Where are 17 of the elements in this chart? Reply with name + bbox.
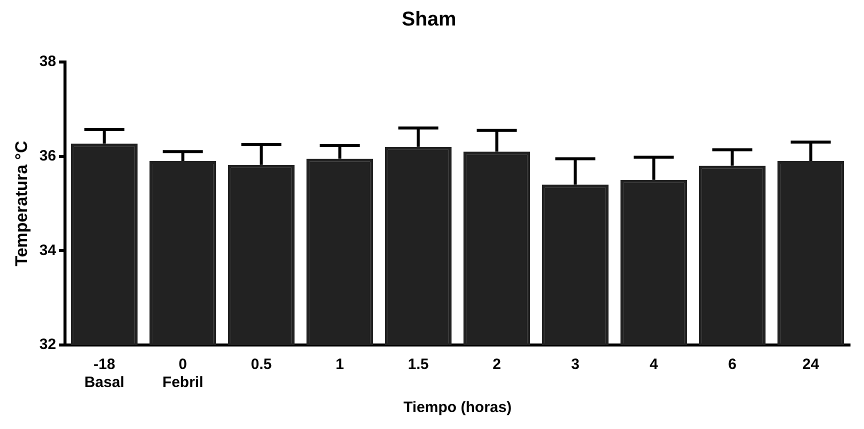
x-tick-label: 1 xyxy=(336,356,344,374)
chart-title: Sham xyxy=(402,8,456,31)
x-tick-label: 1.5 xyxy=(408,356,429,374)
x-tick-label: 2 xyxy=(492,356,501,374)
y-tick-label: 36 xyxy=(39,147,56,164)
x-tick-label: 3 xyxy=(571,356,580,374)
x-tick-label: 24 xyxy=(802,356,820,374)
y-axis-title: Temperatura °C xyxy=(12,140,31,266)
y-tick-label: 38 xyxy=(39,53,56,70)
y-tick-label: 32 xyxy=(39,336,56,354)
x-tick-label: 0 Febril xyxy=(162,356,204,392)
x-tick-label: 4 xyxy=(650,356,659,374)
x-tick-label: 6 xyxy=(728,356,736,374)
x-tick-label: 0.5 xyxy=(250,356,272,374)
y-tick-label: 34 xyxy=(39,242,57,259)
x-tick-label: -18 Basal xyxy=(84,356,124,392)
x-axis-title: Tiempo (horas) xyxy=(404,399,512,416)
